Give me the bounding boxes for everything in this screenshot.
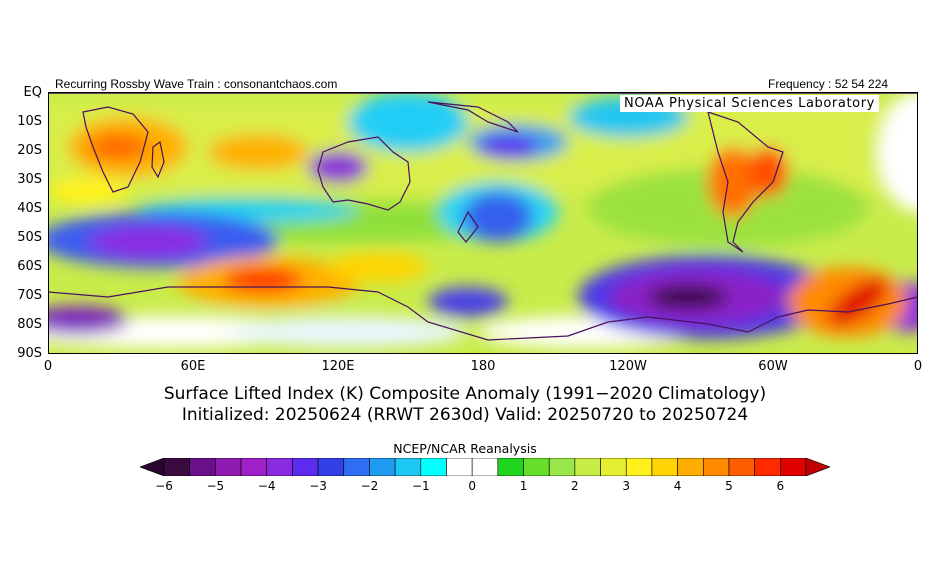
lat-label: 10S — [17, 114, 42, 129]
lat-label: 90S — [17, 346, 42, 361]
colorbar-max-arrow — [805, 457, 831, 477]
colorbar-swatch — [292, 457, 319, 477]
colorbar-min-arrow — [139, 457, 165, 477]
data-source: NCEP/NCAR Reanalysis — [393, 441, 537, 456]
colorbar-swatch — [240, 457, 268, 477]
colorbar-swatch — [446, 457, 473, 477]
colorbar-tick-label: −3 — [309, 479, 327, 493]
lon-label: 120W — [609, 359, 647, 374]
map-panel — [47, 92, 919, 354]
lat-label: EQ — [23, 85, 42, 100]
lat-label: 20S — [17, 143, 42, 158]
colorbar-tick-label: −1 — [411, 479, 430, 493]
colorbar-swatch — [420, 457, 447, 477]
colorbar-tick-label: 2 — [571, 479, 579, 493]
chart-title: Surface Lifted Index (K) Composite Anoma… — [163, 384, 767, 404]
colorbar-swatch — [215, 457, 242, 477]
colorbar-swatch — [189, 457, 216, 477]
chart-subtitle: Initialized: 20250624 (RRWT 2630d) Valid… — [181, 405, 749, 425]
colorbar-swatch — [780, 457, 807, 477]
colorbar-swatch — [677, 457, 704, 477]
colorbar-tick-label: −2 — [360, 479, 379, 493]
lat-label: 80S — [17, 317, 42, 332]
header-frequency: Frequency : 52 54 224 — [768, 77, 889, 91]
colorbar-swatch — [163, 457, 190, 477]
colorbar-swatch — [497, 457, 524, 477]
colorbar-tick-label: 4 — [673, 479, 682, 493]
lat-label: 60S — [17, 259, 42, 274]
lon-label: 0 — [43, 359, 53, 374]
colorbar-tick-label: −5 — [206, 479, 225, 493]
colorbar-swatch — [471, 457, 499, 477]
colorbar-swatch — [728, 457, 755, 477]
lon-label: 60W — [758, 359, 788, 374]
colorbar-swatch — [702, 457, 730, 477]
lat-label: 40S — [17, 201, 42, 216]
colorbar-tick-label: 0 — [468, 479, 476, 493]
lat-label: 50S — [17, 230, 42, 245]
lon-label: 60E — [180, 359, 206, 374]
colorbar-tick-label: −6 — [155, 479, 173, 493]
noaa-watermark: NOAA Physical Sciences Laboratory — [620, 95, 879, 112]
header-title: Recurring Rossby Wave Train : consonantc… — [55, 77, 338, 91]
coastlines — [47, 101, 919, 341]
colorbar-tick-label: −4 — [257, 479, 276, 493]
colorbar-swatch — [651, 457, 678, 477]
lon-label: 180 — [470, 359, 496, 374]
colorbar — [139, 457, 831, 477]
colorbar-swatch — [754, 457, 781, 477]
colorbar-swatch — [266, 457, 293, 477]
lon-label: 120E — [321, 359, 355, 374]
colorbar-swatch — [625, 457, 653, 477]
colorbar-swatch — [394, 457, 422, 477]
colorbar-swatch — [548, 457, 576, 477]
colorbar-tick-label: 1 — [519, 479, 528, 493]
lat-label: 70S — [17, 288, 42, 303]
lat-label: 30S — [17, 172, 42, 187]
colorbar-swatch — [600, 457, 627, 477]
colorbar-graphic — [139, 457, 831, 477]
colorbar-swatch — [369, 457, 396, 477]
colorbar-swatch — [343, 457, 370, 477]
colorbar-tick-label: 5 — [725, 479, 733, 493]
lon-label: 0 — [913, 359, 923, 374]
colorbar-tick-label: 6 — [776, 479, 785, 493]
colorbar-tick-label: 3 — [622, 479, 631, 493]
anomaly-map — [47, 92, 919, 354]
colorbar-swatch — [317, 457, 345, 477]
colorbar-swatch — [574, 457, 601, 477]
colorbar-swatch — [523, 457, 550, 477]
